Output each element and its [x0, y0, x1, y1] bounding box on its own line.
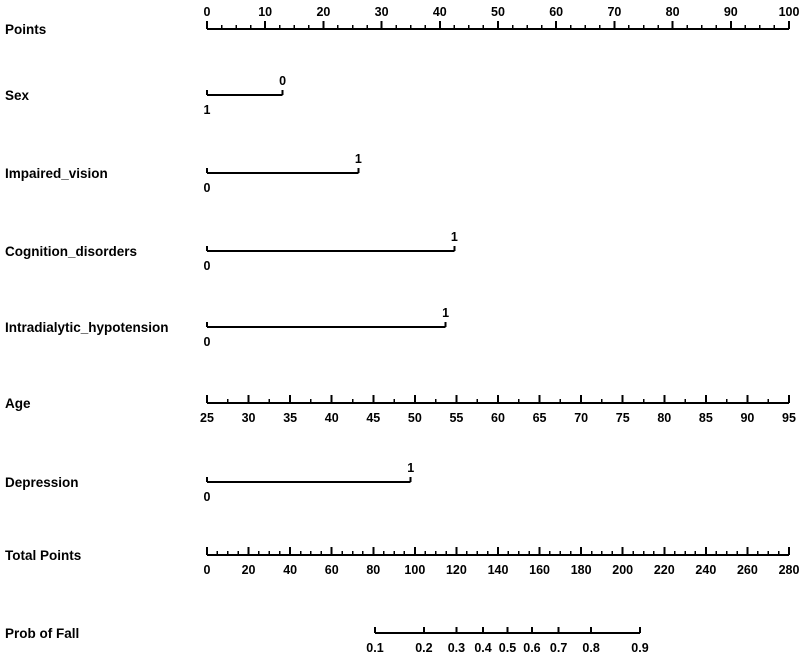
prob-tick-label-prob-of-fall: 0.1 [366, 641, 383, 655]
tick-label-age: 55 [449, 411, 463, 425]
category-level-label-sex: 1 [204, 103, 211, 117]
tick-label-total-points: 220 [654, 563, 675, 577]
tick-label-total-points: 180 [571, 563, 592, 577]
category-level-label-intradialytic-hypotension: 0 [204, 335, 211, 349]
tick-label-points: 50 [491, 5, 505, 19]
category-level-label-cognition-disorders: 0 [204, 259, 211, 273]
tick-label-points: 80 [666, 5, 680, 19]
tick-label-age: 75 [616, 411, 630, 425]
prob-tick-label-prob-of-fall: 0.3 [448, 641, 465, 655]
tick-label-total-points: 20 [242, 563, 256, 577]
row-label-total-points: Total Points [5, 548, 81, 563]
category-level-label-intradialytic-hypotension: 1 [442, 306, 449, 320]
row-label-prob-of-fall: Prob of Fall [5, 626, 79, 641]
prob-tick-label-prob-of-fall: 0.6 [523, 641, 540, 655]
category-level-label-depression: 1 [407, 461, 414, 475]
category-level-label-depression: 0 [204, 490, 211, 504]
tick-label-points: 10 [258, 5, 272, 19]
tick-label-points: 0 [204, 5, 211, 19]
tick-label-points: 40 [433, 5, 447, 19]
category-level-label-impaired-vision: 0 [204, 181, 211, 195]
tick-label-total-points: 60 [325, 563, 339, 577]
tick-label-total-points: 260 [737, 563, 758, 577]
tick-label-age: 40 [325, 411, 339, 425]
tick-label-points: 60 [549, 5, 563, 19]
category-level-label-impaired-vision: 1 [355, 152, 362, 166]
tick-label-points: 100 [779, 5, 800, 19]
prob-tick-label-prob-of-fall: 0.8 [582, 641, 599, 655]
tick-label-total-points: 100 [404, 563, 425, 577]
tick-label-points: 30 [375, 5, 389, 19]
tick-label-age: 60 [491, 411, 505, 425]
prob-tick-label-prob-of-fall: 0.2 [415, 641, 432, 655]
row-label-sex: Sex [5, 88, 30, 103]
tick-label-total-points: 80 [366, 563, 380, 577]
tick-label-age: 90 [740, 411, 754, 425]
tick-label-total-points: 120 [446, 563, 467, 577]
tick-label-points: 20 [316, 5, 330, 19]
row-label-intradialytic-hypotension: Intradialytic_hypotension [5, 320, 169, 335]
tick-label-age: 95 [782, 411, 796, 425]
tick-label-total-points: 140 [488, 563, 509, 577]
tick-label-age: 25 [200, 411, 214, 425]
row-label-cognition-disorders: Cognition_disorders [5, 244, 137, 259]
row-label-depression: Depression [5, 475, 79, 490]
prob-tick-label-prob-of-fall: 0.7 [550, 641, 567, 655]
tick-label-total-points: 240 [695, 563, 716, 577]
tick-label-age: 65 [533, 411, 547, 425]
prob-tick-label-prob-of-fall: 0.9 [631, 641, 648, 655]
tick-label-total-points: 0 [204, 563, 211, 577]
row-label-points: Points [5, 22, 46, 37]
tick-label-total-points: 40 [283, 563, 297, 577]
prob-tick-label-prob-of-fall: 0.4 [474, 641, 491, 655]
tick-label-total-points: 160 [529, 563, 550, 577]
tick-label-age: 85 [699, 411, 713, 425]
tick-label-points: 70 [607, 5, 621, 19]
tick-label-age: 35 [283, 411, 297, 425]
prob-tick-label-prob-of-fall: 0.5 [499, 641, 516, 655]
tick-label-points: 90 [724, 5, 738, 19]
tick-label-age: 30 [242, 411, 256, 425]
tick-label-age: 45 [366, 411, 380, 425]
tick-label-total-points: 200 [612, 563, 633, 577]
tick-label-age: 50 [408, 411, 422, 425]
tick-label-age: 80 [657, 411, 671, 425]
category-level-label-sex: 0 [279, 74, 286, 88]
row-label-age: Age [5, 396, 31, 411]
category-level-label-cognition-disorders: 1 [451, 230, 458, 244]
tick-label-age: 70 [574, 411, 588, 425]
tick-label-total-points: 280 [779, 563, 800, 577]
row-label-impaired-vision: Impaired_vision [5, 166, 108, 181]
